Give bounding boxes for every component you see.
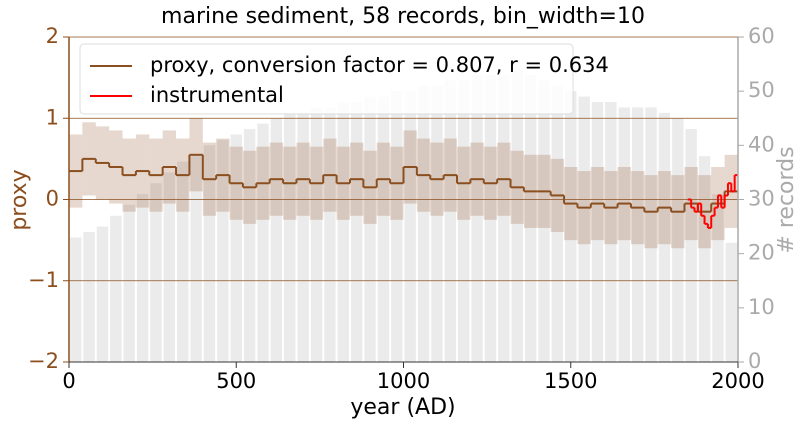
x-tick-label: 1000 [377, 369, 430, 393]
record-bar [310, 107, 323, 363]
record-bar [444, 80, 457, 362]
x-tick-label: 1500 [544, 369, 597, 393]
record-bar [364, 96, 376, 362]
y-tick-label: 1 [46, 105, 59, 129]
record-bar [538, 80, 550, 362]
x-tick-label: 500 [216, 369, 256, 393]
record-bar [243, 129, 256, 362]
record-bar [484, 74, 497, 363]
record-bar [431, 85, 443, 362]
record-bar [551, 85, 564, 362]
record-bar [270, 118, 283, 362]
record-bar [177, 161, 189, 362]
y2-tick-label: 10 [748, 295, 775, 319]
record-bar [712, 194, 724, 362]
record-bar [96, 226, 109, 362]
record-bar [565, 91, 577, 363]
record-bar [337, 102, 349, 362]
record-bar [458, 80, 470, 362]
x-tick-label: 0 [62, 369, 75, 393]
record-bar [391, 91, 403, 363]
record-bar [136, 194, 149, 362]
record-bar [217, 139, 229, 362]
y2-tick-label: 40 [748, 132, 775, 156]
record-bar [404, 91, 416, 363]
x-axis-label: year (AD) [350, 395, 455, 420]
legend-box [79, 43, 574, 115]
record-bar [511, 69, 523, 362]
record-bar [417, 85, 430, 362]
record-bar [163, 172, 176, 362]
record-bar [150, 183, 162, 362]
y2-tick-label: 0 [748, 349, 761, 373]
legend: proxy, conversion factor = 0.807, r = 0.… [79, 43, 609, 115]
record-bar [324, 107, 336, 363]
record-bar [631, 107, 644, 363]
record-bar [471, 74, 483, 363]
record-bar [645, 107, 657, 363]
y-axis-label: proxy [7, 169, 32, 230]
y-tick-label: 2 [46, 24, 59, 48]
record-bar [284, 112, 296, 362]
record-bar [297, 112, 309, 362]
legend-label: instrumental [150, 83, 284, 107]
record-bar [498, 74, 510, 363]
y2-tick-label: 30 [748, 187, 775, 211]
record-bar [123, 204, 135, 362]
record-bar [658, 112, 671, 362]
y2-axis-label: # records [774, 146, 799, 253]
record-bar [257, 123, 269, 363]
record-bar [605, 102, 617, 362]
chart-title: marine sediment, 58 records, bin_width=1… [161, 4, 645, 29]
record-bar [698, 156, 711, 362]
y2-tick-label: 50 [748, 78, 775, 102]
record-bar [83, 232, 95, 362]
record-bar [70, 237, 82, 362]
y-tick-label: 0 [46, 187, 59, 211]
record-bar [618, 107, 630, 363]
legend-label: proxy, conversion factor = 0.807, r = 0.… [150, 53, 609, 77]
record-bar [725, 242, 737, 362]
record-bar [591, 102, 604, 362]
y-tick-label: −1 [28, 268, 59, 292]
record-bar [377, 96, 390, 362]
record-bar [350, 102, 363, 362]
record-bar [524, 74, 537, 363]
record-bar [203, 145, 216, 362]
record-bar [190, 156, 202, 362]
record-bar [672, 118, 684, 362]
x-tick-label: 2000 [711, 369, 764, 393]
record-bar [685, 129, 697, 362]
y-tick-label: −2 [28, 349, 59, 373]
y2-tick-label: 20 [748, 241, 775, 265]
record-bar [110, 215, 122, 362]
y2-tick-label: 60 [748, 24, 775, 48]
record-bar [578, 96, 590, 362]
record-bar [230, 134, 242, 362]
